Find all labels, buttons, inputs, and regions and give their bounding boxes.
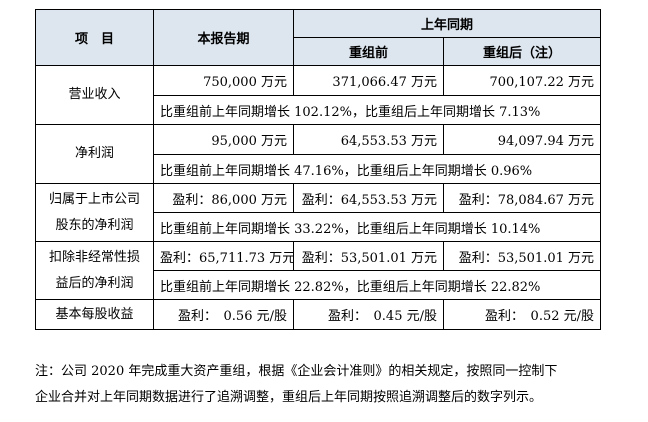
cell-before: 371,066.47 万元 [293, 65, 444, 96]
cell-current: 750,000 万元 [153, 65, 294, 96]
table-row: 营业收入 750,000 万元 371,066.47 万元 700,107.22… [35, 65, 602, 125]
cell-growth: 比重组前上年同期增长 102.12%，比重组后上年同期增长 7.13% [152, 95, 602, 125]
table-row: 归属于上市公司 股东的净利润 盈利：86,000 万元 盈利：64,553.53 … [35, 183, 602, 242]
table-row: 比重组前上年同期增长 22.82%，比重组后上年同期增长 22.82% [36, 270, 602, 300]
cell-before: 盈利：53,501.01 万元 [293, 241, 444, 271]
table-row: 比重组前上年同期增长 47.16%，比重组后上年同期增长 0.96% [36, 154, 602, 184]
cell-current: 95,000 万元 [153, 124, 294, 155]
cell-growth: 比重组前上年同期增长 47.16%，比重组后上年同期增长 0.96% [152, 154, 602, 184]
row-label-line1: 扣除非经常性损 [48, 249, 140, 265]
cell-before: 盈利： 0.45 元/股 [293, 299, 444, 330]
row-label: 归属于上市公司 股东的净利润 [35, 183, 154, 242]
header-before-restructure: 重组前 [293, 37, 444, 66]
footnote: 注：公司 2020 年完成重大资产重组，根据《企业会计准则》的相关规定，按照同一… [35, 359, 605, 411]
header-current-period: 本报告期 [153, 9, 294, 66]
cell-after: 盈利：78,084.67 万元 [442, 183, 602, 213]
header-prior-period: 上年同期 [292, 9, 602, 38]
cell-current: 盈利：65,711.73 万元 [153, 241, 294, 271]
performance-table: 项 目 本报告期 上年同期 重组前 重组后（注） 营业收入 750,000 万元… [35, 9, 602, 330]
table-row: 比重组前上年同期增长 102.12%，比重组后上年同期增长 7.13% [36, 95, 602, 125]
cell-growth: 比重组前上年同期增长 22.82%，比重组后上年同期增长 22.82% [152, 270, 602, 300]
cell-current: 盈利： 0.56 元/股 [153, 299, 294, 330]
row-label-line2: 益后的净利润 [55, 275, 134, 291]
cell-before: 盈利：64,553.53 万元 [293, 183, 444, 213]
cell-after: 94,097.94 万元 [442, 124, 602, 155]
table-row: 扣除非经常性损 益后的净利润 盈利：65,711.73 万元 盈利：53,501.… [35, 241, 602, 300]
row-label: 基本每股收益 [35, 299, 154, 330]
cell-growth: 比重组前上年同期增长 33.22%，比重组后上年同期增长 10.14% [152, 212, 602, 242]
header-item: 项 目 [35, 9, 154, 66]
footnote-line2: 企业合并对上年同期数据进行了追溯调整，重组后上年同期按照追溯调整后的数字列示。 [35, 390, 543, 405]
row-label-line2: 股东的净利润 [55, 217, 134, 233]
cell-after: 700,107.22 万元 [442, 65, 602, 96]
row-label: 净利润 [35, 124, 154, 184]
table-row: 净利润 95,000 万元 64,553.53 万元 94,097.94 万元 [35, 124, 602, 184]
cell-before: 64,553.53 万元 [293, 124, 444, 155]
row-label-line1: 归属于上市公司 [48, 191, 140, 207]
cell-after: 盈利： 0.52 元/股 [442, 299, 602, 330]
row-label: 扣除非经常性损 益后的净利润 [35, 241, 154, 300]
header-after-restructure: 重组后（注） [442, 37, 602, 66]
footnote-line1: 注：公司 2020 年完成重大资产重组，根据《企业会计准则》的相关规定，按照同一… [35, 364, 558, 379]
cell-current: 盈利：86,000 万元 [153, 183, 294, 213]
cell-after: 盈利：53,501.01 万元 [442, 241, 602, 271]
table-row: 基本每股收益 盈利： 0.56 元/股 盈利： 0.45 元/股 盈利： 0.5… [35, 299, 602, 330]
row-label: 营业收入 [35, 65, 154, 125]
